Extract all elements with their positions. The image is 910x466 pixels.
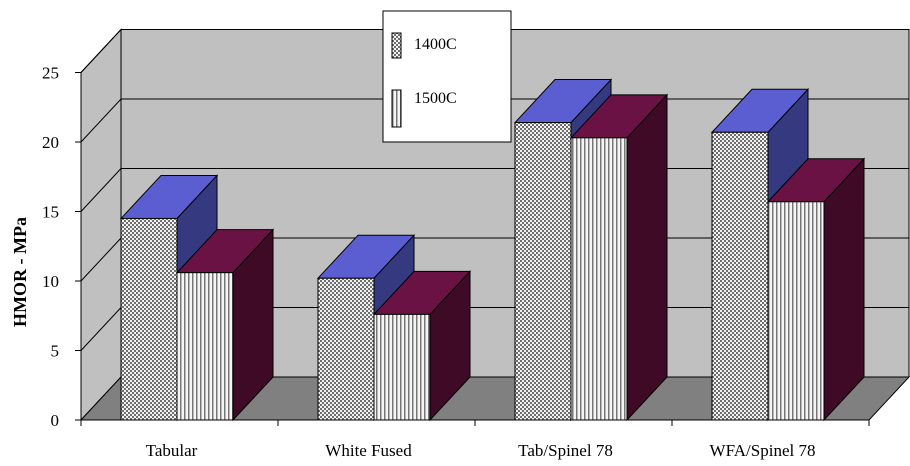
- bar-1500c-tab-spinel-78: [569, 93, 669, 422]
- bar-front: [317, 277, 375, 421]
- legend-label-1400c: 1400C: [414, 36, 457, 53]
- y-tick-label: 25: [42, 64, 59, 83]
- y-tick-label: 0: [51, 411, 60, 430]
- legend-swatch-1400c: [391, 32, 402, 59]
- chart-labels: HMOR - MPa 0 5 10 15 20 25 Tabular White Fused T…: [10, 64, 815, 461]
- bar-side: [626, 93, 668, 422]
- bar-1500c-tabular: [175, 228, 275, 422]
- bar-front: [373, 313, 431, 421]
- bar-front: [570, 137, 628, 421]
- legend-swatch-1500c: [391, 89, 402, 128]
- x-category-label: White Fused: [325, 441, 412, 460]
- y-tick-label: 15: [42, 203, 59, 222]
- x-category-label: WFA/Spinel 78: [710, 441, 816, 460]
- bar-front: [514, 122, 572, 421]
- x-category-label: Tab/Spinel 78: [518, 441, 613, 460]
- bar-front: [176, 272, 234, 421]
- legend: 1400C 1500C: [382, 10, 512, 143]
- side-wall: [80, 28, 122, 422]
- chart-bars: [119, 78, 866, 422]
- bar-front: [120, 217, 178, 421]
- bar-front: [711, 131, 769, 421]
- bar-1500c-white-fused: [372, 270, 472, 422]
- legend-box: [382, 10, 512, 143]
- y-axis-label: HMOR - MPa: [10, 217, 30, 327]
- bar-1500c-wfa-spinel-78: [766, 157, 866, 422]
- y-tick-label: 20: [42, 133, 59, 152]
- gridline: [80, 29, 909, 73]
- y-tick-label: 10: [42, 272, 59, 291]
- x-category-label: Tabular: [146, 441, 198, 460]
- bar-front: [767, 201, 825, 421]
- legend-label-1500c: 1500C: [414, 90, 457, 107]
- bar-side: [823, 157, 865, 422]
- y-tick-label: 5: [51, 342, 60, 361]
